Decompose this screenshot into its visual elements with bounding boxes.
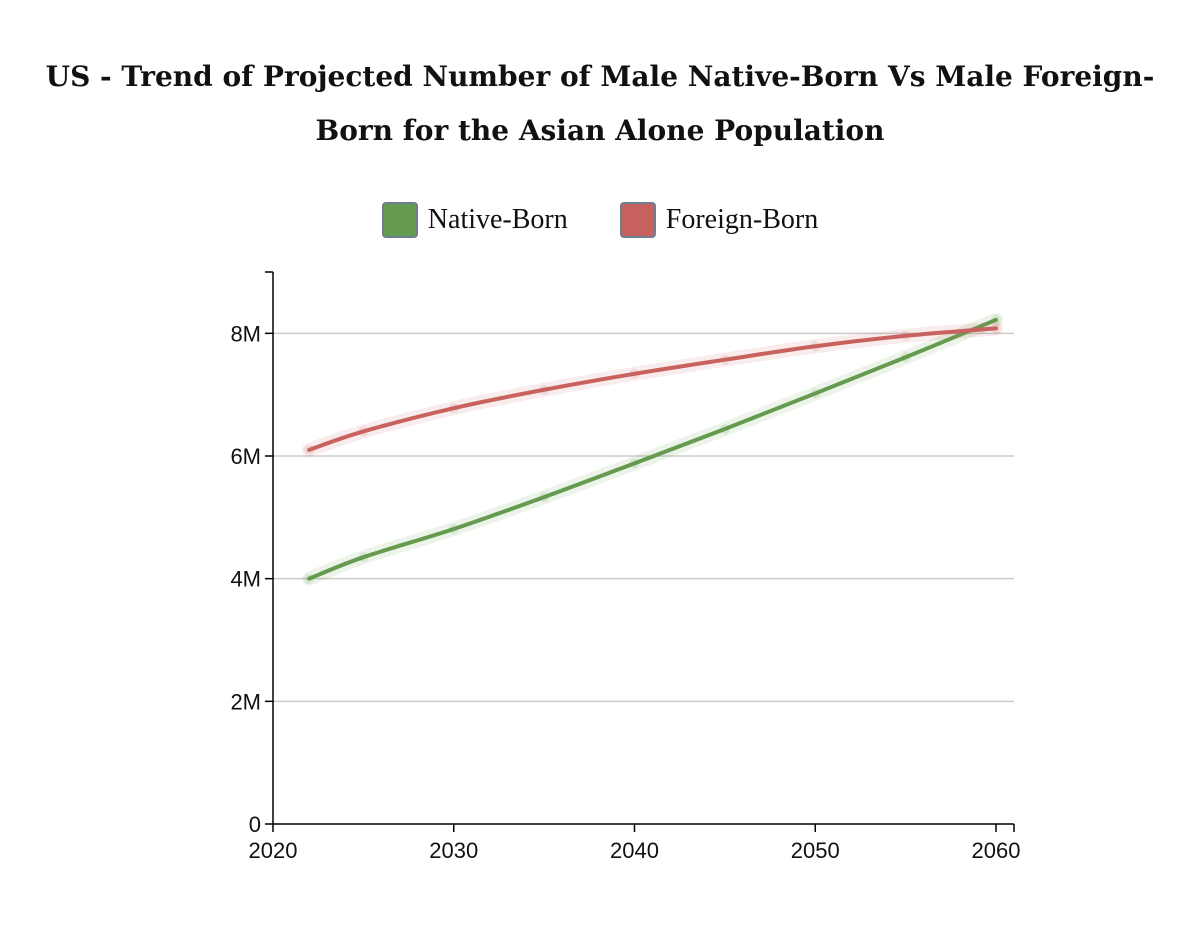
data-point-foreign-born-5 [719, 354, 730, 365]
legend-label-foreign-born: Foreign-Born [665, 204, 819, 235]
data-point-foreign-born-4 [629, 368, 640, 379]
data-point-foreign-born-6 [810, 341, 821, 352]
data-point-foreign-born-1 [358, 426, 369, 437]
series-line-foreign-born [307, 326, 998, 452]
data-point-native-born-8 [991, 314, 1001, 325]
data-point-native-born-5 [719, 424, 730, 435]
data-point-native-born-1 [358, 552, 369, 563]
data-point-foreign-born-7 [900, 330, 911, 341]
data-point-native-born-3 [539, 492, 550, 503]
y-tick-label-1: 2M [230, 689, 261, 714]
data-point-native-born-6 [810, 388, 821, 399]
legend: Native-Born Foreign-Born [0, 200, 1200, 240]
x-tick-label-2: 2040 [610, 838, 659, 863]
y-tick-label-2: 4M [230, 567, 261, 592]
legend-swatch-foreign-born [619, 202, 656, 238]
data-point-foreign-born-3 [539, 384, 550, 395]
x-tick-label-4: 2060 [972, 838, 1021, 863]
legend-item-native-born[interactable]: Native-Born [381, 202, 568, 238]
data-point-native-born-7 [900, 352, 911, 363]
legend-item-foreign-born[interactable]: Foreign-Born [619, 202, 819, 238]
legend-label-native-born: Native-Born [427, 204, 568, 235]
chart-title: US - Trend of Projected Number of Male N… [45, 60, 1155, 147]
y-tick-label-3: 6M [230, 444, 261, 469]
series-halo-foreign-born [302, 321, 1003, 457]
data-point-foreign-born-0 [304, 444, 315, 455]
x-tick-label-0: 2020 [249, 838, 298, 863]
series-line-native-born [307, 317, 998, 581]
data-point-foreign-born-2 [448, 403, 459, 414]
data-point-native-born-0 [304, 573, 315, 584]
series-halo-native-born [302, 312, 1003, 586]
data-point-native-born-4 [629, 458, 640, 469]
x-tick-label-3: 2050 [791, 838, 840, 863]
data-point-foreign-born-8 [991, 323, 1001, 334]
y-tick-label-4: 8M [230, 321, 261, 346]
data-point-native-born-2 [448, 523, 459, 534]
y-tick-label-0: 0 [249, 812, 261, 837]
x-tick-label-1: 2030 [429, 838, 478, 863]
legend-swatch-native-born [381, 202, 418, 238]
